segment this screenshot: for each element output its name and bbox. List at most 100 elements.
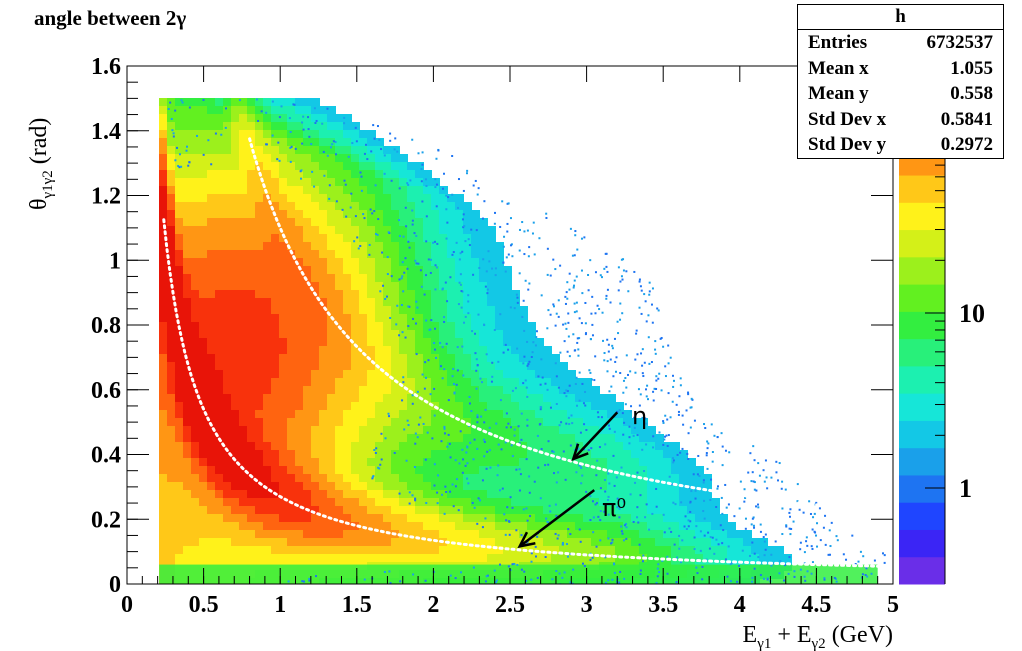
heat-cell (223, 442, 232, 451)
heat-cell (191, 394, 200, 403)
heat-cell (495, 530, 504, 539)
heat-cell (167, 242, 176, 251)
heat-cell (447, 338, 456, 347)
heat-cell (647, 546, 656, 555)
noise-point (652, 399, 655, 402)
noise-point (835, 535, 838, 538)
heat-cell (167, 218, 176, 227)
heat-cell (271, 530, 280, 539)
heat-cell (551, 466, 560, 475)
heat-cell (223, 330, 232, 339)
heat-cell (503, 418, 512, 427)
heat-cell (503, 522, 512, 531)
heat-cell (303, 554, 312, 563)
heat-cell (311, 250, 320, 259)
heat-cell (263, 410, 272, 419)
heat-cell (447, 402, 456, 411)
heat-cell (439, 458, 448, 467)
heat-cell (471, 426, 480, 435)
heat-cell (175, 306, 184, 315)
heat-cell (535, 370, 544, 379)
noise-point (706, 440, 709, 443)
heat-cell (215, 274, 224, 283)
heat-cell (591, 402, 600, 411)
heat-cell (359, 290, 368, 299)
heat-cell (351, 250, 360, 259)
heat-cell (487, 226, 496, 235)
heat-cell (231, 498, 240, 507)
noise-point (632, 434, 635, 437)
heat-cell (207, 386, 216, 395)
heat-cell (407, 466, 416, 475)
heat-cell (439, 546, 448, 555)
heat-cell (415, 250, 424, 259)
noise-point (302, 128, 305, 131)
heat-cell (591, 450, 600, 459)
heat-cell (183, 554, 192, 563)
noise-point (744, 517, 747, 520)
heat-cell (575, 490, 584, 499)
heat-cell (487, 242, 496, 251)
heat-cell (383, 418, 392, 427)
noise-point (645, 395, 648, 398)
heat-cell (495, 522, 504, 531)
heat-cell (231, 554, 240, 563)
heat-cell (375, 338, 384, 347)
heat-cell (599, 426, 608, 435)
heat-cell (455, 266, 464, 275)
heat-cell (679, 506, 688, 515)
heat-cell (535, 538, 544, 547)
noise-point (552, 258, 555, 261)
heat-cell (327, 482, 336, 491)
heat-cell (423, 170, 432, 179)
heat-cell (191, 290, 200, 299)
heat-cell (367, 138, 376, 147)
heat-cell (239, 194, 248, 203)
heat-cell (495, 370, 504, 379)
noise-point (662, 513, 665, 516)
heat-cell (295, 322, 304, 331)
noise-point (753, 459, 756, 462)
heat-cell (407, 362, 416, 371)
heat-cell (727, 554, 736, 563)
heat-cell (335, 210, 344, 219)
heat-cell (375, 370, 384, 379)
heat-cell (679, 474, 688, 483)
noise-point (477, 497, 480, 500)
heat-cell (247, 474, 256, 483)
heat-cell (159, 386, 168, 395)
heat-cell (271, 314, 280, 323)
heat-cell (311, 530, 320, 539)
heat-cell (431, 338, 440, 347)
heat-cell (271, 394, 280, 403)
heat-cell (215, 442, 224, 451)
heat-cell (471, 250, 480, 259)
noise-point (607, 537, 610, 540)
heat-cell (215, 410, 224, 419)
heat-cell (599, 530, 608, 539)
noise-point (559, 264, 562, 267)
heat-cell (263, 154, 272, 163)
heat-cell (679, 450, 688, 459)
heat-cell (287, 162, 296, 171)
heat-cell (263, 434, 272, 443)
heat-cell (455, 386, 464, 395)
noise-point (436, 502, 439, 505)
y-tick-label: 0.2 (91, 507, 121, 533)
heat-cell (447, 282, 456, 291)
heat-cell (375, 514, 384, 523)
heat-cell (199, 458, 208, 467)
heat-cell (335, 154, 344, 163)
heat-cell (463, 386, 472, 395)
y-axis-label: θγ1γ2 (rad) (26, 118, 56, 210)
heat-cell (167, 386, 176, 395)
heat-cell (207, 394, 216, 403)
heat-cell (695, 490, 704, 499)
heat-cell (391, 282, 400, 291)
noise-point (394, 137, 397, 140)
heat-cell (183, 418, 192, 427)
heat-cell (631, 498, 640, 507)
noise-point (657, 377, 660, 380)
heat-cell (471, 554, 480, 563)
noise-point (395, 323, 398, 326)
